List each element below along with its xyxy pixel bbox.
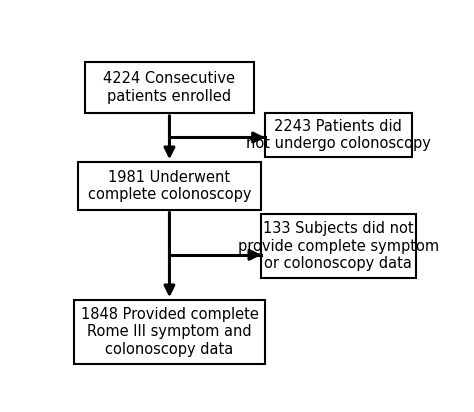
- FancyBboxPatch shape: [85, 62, 254, 113]
- FancyBboxPatch shape: [261, 214, 416, 278]
- FancyBboxPatch shape: [74, 300, 265, 363]
- FancyBboxPatch shape: [265, 113, 412, 157]
- Text: 1981 Underwent
complete colonoscopy: 1981 Underwent complete colonoscopy: [88, 170, 251, 202]
- Text: 2243 Patients did
not undergo colonoscopy: 2243 Patients did not undergo colonoscop…: [246, 119, 431, 151]
- Text: 133 Subjects did not
provide complete symptom
or colonoscopy data: 133 Subjects did not provide complete sy…: [238, 221, 439, 271]
- Text: 4224 Consecutive
patients enrolled: 4224 Consecutive patients enrolled: [103, 71, 236, 104]
- FancyBboxPatch shape: [78, 162, 261, 210]
- Text: 1848 Provided complete
Rome III symptom and
colonoscopy data: 1848 Provided complete Rome III symptom …: [81, 307, 258, 357]
